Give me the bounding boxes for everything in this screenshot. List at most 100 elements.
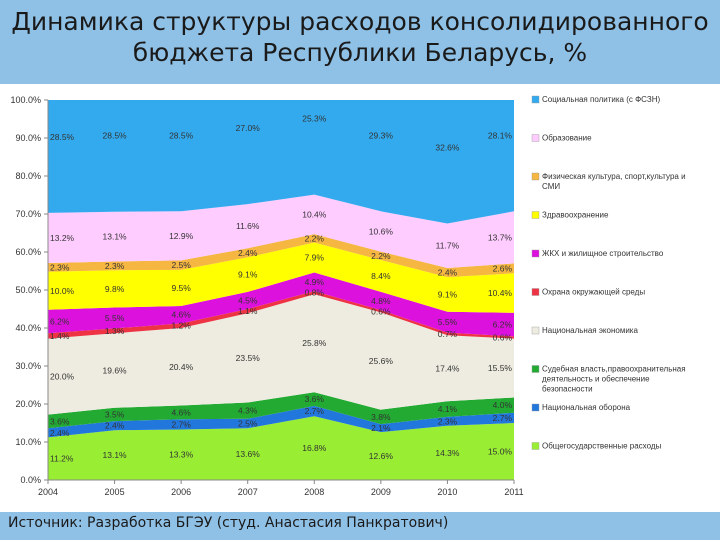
data-label: 28.1% xyxy=(488,130,513,140)
legend-label-line: Охрана окружающей среды xyxy=(542,288,645,297)
y-tick-label: 0.0% xyxy=(20,475,41,485)
data-label: 16.8% xyxy=(302,443,327,453)
legend-label: Национальная оборона xyxy=(542,403,631,412)
data-label: 2.4% xyxy=(50,428,70,438)
legend-label-line: Национальная оборона xyxy=(542,403,631,412)
legend-label-line: безопасности xyxy=(542,385,593,394)
data-label: 15.0% xyxy=(488,447,513,457)
legend-swatch xyxy=(531,211,540,219)
legend-label: Судебная власть,правоохранительная деятел… xyxy=(542,365,686,394)
legend-swatch xyxy=(531,134,540,142)
legend-label-line: Физическая культура, спорт,культура и xyxy=(542,172,686,181)
y-tick-label: 70.0% xyxy=(15,209,41,219)
data-label: 2.5% xyxy=(171,260,191,270)
data-label: 4.1% xyxy=(438,404,458,414)
data-label: 0.6% xyxy=(371,306,391,316)
area-series-2 xyxy=(48,392,514,429)
data-label: 13.6% xyxy=(236,449,261,459)
area-series-6 xyxy=(48,242,514,313)
legend-swatch xyxy=(531,249,540,258)
chart-title-line-1: Динамика структуры расходов консолидиров… xyxy=(11,7,709,36)
data-label: 2.6% xyxy=(493,263,513,273)
y-tick-label: 60.0% xyxy=(15,247,41,257)
data-label: 10.4% xyxy=(302,209,327,219)
data-label: 14.3% xyxy=(435,448,460,458)
legend-label-line: Социальная политика (с ФСЗН) xyxy=(542,95,660,104)
legend-swatch xyxy=(531,288,540,296)
legend-label: Образование xyxy=(542,134,592,143)
data-label: 15.5% xyxy=(488,363,513,373)
data-label: 3.6% xyxy=(50,416,70,426)
legend-swatch xyxy=(531,326,540,335)
data-label: 11.2% xyxy=(50,454,74,464)
data-label: 3.6% xyxy=(305,394,325,404)
data-label: 2.4% xyxy=(438,268,458,278)
y-tick-label: 40.0% xyxy=(15,323,41,333)
area-series-4 xyxy=(48,291,514,339)
data-label: 27.0% xyxy=(236,123,261,133)
data-label: 4.9% xyxy=(305,277,325,287)
data-label: 4.8% xyxy=(371,296,391,306)
data-label: 23.5% xyxy=(236,353,261,363)
legend-label: Общегосударственные расходы xyxy=(542,442,662,451)
data-label: 10.0% xyxy=(50,286,75,296)
chart-frame: 0.0% 10.0% 20.0% 30.0% 40.0% 50.0% 60.0% 70.0% 8… xyxy=(0,84,720,512)
data-label: 11.6% xyxy=(236,221,260,231)
data-label: 13.7% xyxy=(488,232,513,242)
legend-label-line: Судебная власть,правоохранительная xyxy=(542,365,686,374)
data-label: 2.4% xyxy=(238,248,258,258)
data-label: 9.1% xyxy=(438,289,458,299)
data-label: 2.3% xyxy=(438,416,458,426)
data-label: 13.1% xyxy=(103,232,128,242)
legend-label: Здравоохранение xyxy=(542,211,609,220)
data-label: 0.7% xyxy=(438,329,458,339)
y-tick-label: 50.0% xyxy=(15,285,41,295)
area-series-9 xyxy=(48,100,514,224)
area-series-3 xyxy=(48,294,514,415)
legend-label: Социальная политика (с ФСЗН) xyxy=(542,95,660,104)
data-label: 9.5% xyxy=(171,283,191,293)
x-tick-label: 2006 xyxy=(171,487,191,497)
y-tick-label: 90.0% xyxy=(15,133,41,143)
legend-label: ЖКХ и жилищное строительство xyxy=(542,249,664,258)
legend-label: Охрана окружающей среды xyxy=(542,288,645,297)
data-label: 6.2% xyxy=(50,317,70,327)
data-label: 4.6% xyxy=(171,310,191,320)
data-label: 0.6% xyxy=(493,333,513,343)
data-label: 28.5% xyxy=(50,132,75,142)
legend-label: Физическая культура, спорт,культура и СМИ xyxy=(542,172,686,191)
data-label: 13.1% xyxy=(103,450,128,460)
legend-label-line: деятельность и обеспечение xyxy=(542,375,650,384)
legend-swatch xyxy=(531,95,540,104)
data-label: 1.3% xyxy=(105,326,125,336)
data-label: 0.8% xyxy=(305,288,325,298)
legend-label-line: Образование xyxy=(542,134,592,143)
data-label: 2.1% xyxy=(371,423,391,433)
data-label: 2.7% xyxy=(493,413,513,423)
data-label: 29.3% xyxy=(369,130,394,140)
data-label: 13.2% xyxy=(50,233,75,243)
data-label: 3.8% xyxy=(371,412,391,422)
data-label: 12.9% xyxy=(169,231,194,241)
legend-swatch xyxy=(531,172,540,181)
data-label: 1.1% xyxy=(238,306,258,316)
data-label: 7.9% xyxy=(305,253,325,263)
data-label: 3.5% xyxy=(105,409,125,419)
data-label: 5.5% xyxy=(438,317,458,327)
x-tick-label: 2010 xyxy=(437,487,457,497)
data-label: 4.3% xyxy=(238,406,258,416)
y-tick-label: 80.0% xyxy=(15,171,41,181)
legend-label: Национальная экономика xyxy=(542,326,638,335)
y-tick-label: 30.0% xyxy=(15,361,41,371)
data-label: 20.4% xyxy=(169,362,194,372)
source-note: Источник: Разработка БГЭУ (студ. Анастас… xyxy=(8,515,449,531)
data-label: 5.5% xyxy=(105,313,125,323)
data-label: 25.6% xyxy=(369,356,394,366)
y-tick-label: 20.0% xyxy=(15,399,41,409)
data-label: 32.6% xyxy=(435,143,460,153)
data-label: 2.4% xyxy=(105,421,125,431)
data-label: 20.0% xyxy=(50,372,75,382)
x-tick-label: 2004 xyxy=(38,487,58,497)
data-label: 25.3% xyxy=(302,114,327,124)
legend-swatch xyxy=(531,442,540,450)
